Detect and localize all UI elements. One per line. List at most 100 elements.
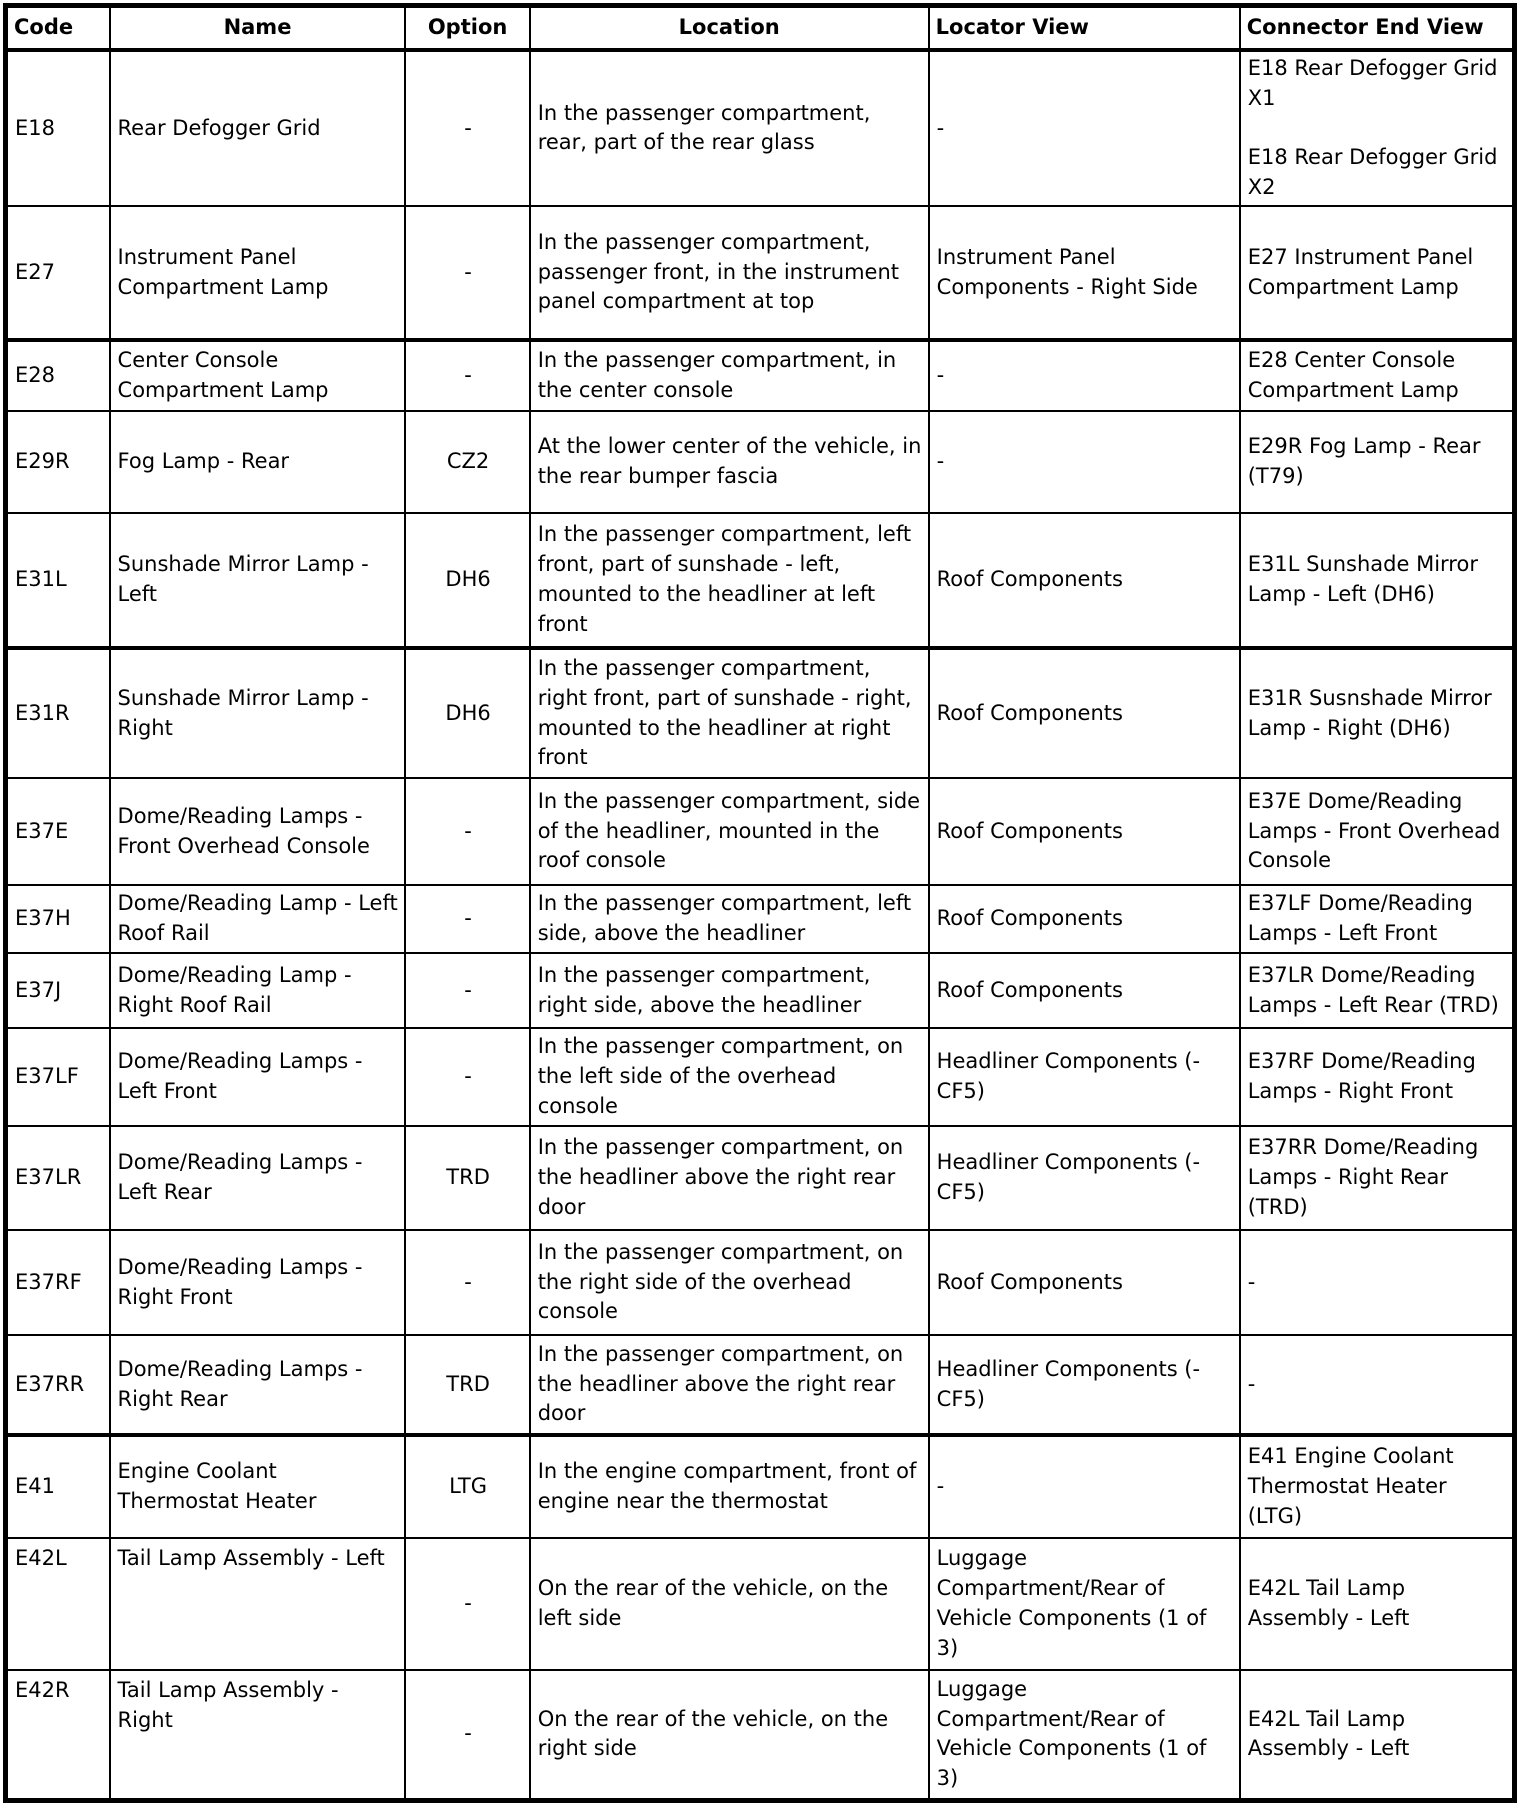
connector-end-view-cell: E41 Engine Coolant Thermostat Heater (LT… [1238, 1433, 1516, 1540]
option-cell: - [404, 1229, 531, 1337]
table-row: E31R Sunshade Mirror Lamp - Right DH6 In… [4, 646, 1516, 780]
name-cell: Tail Lamp Assembly - Left [108, 1537, 407, 1672]
location-cell: In the passenger compartment, side of th… [528, 777, 930, 887]
table-row: E29R Fog Lamp - Rear CZ2 At the lower ce… [4, 410, 1516, 515]
option-cell: TRD [404, 1125, 531, 1232]
column-header-locator-view: Locator View [927, 4, 1241, 52]
locator-view-cell: Headliner Components (-CF5) [927, 1027, 1241, 1128]
table-row: E37J Dome/Reading Lamp - Right Roof Rail… [4, 952, 1516, 1030]
code-cell: E42R [4, 1669, 111, 1802]
code-cell: E37RF [4, 1229, 111, 1337]
location-cell: In the passenger compartment, right fron… [528, 646, 930, 780]
option-cell: - [404, 1537, 531, 1672]
component-locator-table: Code Name Option Location Locator View C… [3, 3, 1517, 1803]
table-row: E37H Dome/Reading Lamp - Left Roof Rail … [4, 884, 1516, 955]
option-cell: TRD [404, 1334, 531, 1437]
location-cell: In the passenger compartment, in the cen… [528, 338, 930, 413]
locator-view-cell: Headliner Components (-CF5) [927, 1334, 1241, 1437]
name-cell: Tail Lamp Assembly - Right [108, 1669, 407, 1802]
connector-end-view-cell: E18 Rear Defogger Grid X1 E18 Rear Defog… [1238, 48, 1516, 208]
name-cell: Rear Defogger Grid [108, 48, 407, 208]
option-cell: LTG [404, 1433, 531, 1540]
option-cell: - [404, 338, 531, 413]
connector-end-view-cell: E31L Sunshade Mirror Lamp - Left (DH6) [1238, 512, 1516, 650]
location-cell: In the passenger compartment, passenger … [528, 205, 930, 342]
table-row: E37E Dome/Reading Lamps - Front Overhead… [4, 777, 1516, 887]
column-header-connector-end-view: Connector End View [1238, 4, 1516, 52]
name-cell: Dome/Reading Lamp - Left Roof Rail [108, 884, 407, 955]
option-cell: - [404, 1669, 531, 1802]
option-cell: - [404, 1027, 531, 1128]
option-cell: CZ2 [404, 410, 531, 515]
connector-end-view-cell: E42L Tail Lamp Assembly - Left [1238, 1537, 1516, 1672]
column-header-option: Option [404, 4, 531, 52]
option-cell: DH6 [404, 646, 531, 780]
table-row: E37RR Dome/Reading Lamps - Right Rear TR… [4, 1334, 1516, 1437]
name-cell: Dome/Reading Lamps - Left Rear [108, 1125, 407, 1232]
code-cell: E37LR [4, 1125, 111, 1232]
table-row: E37RF Dome/Reading Lamps - Right Front -… [4, 1229, 1516, 1337]
code-cell: E37LF [4, 1027, 111, 1128]
table-body: E18 Rear Defogger Grid - In the passenge… [4, 48, 1516, 1802]
column-header-location: Location [528, 4, 930, 52]
table-row: E37LR Dome/Reading Lamps - Left Rear TRD… [4, 1125, 1516, 1232]
locator-view-cell: Headliner Components (-CF5) [927, 1125, 1241, 1232]
header-row: Code Name Option Location Locator View C… [4, 4, 1516, 52]
location-cell: In the passenger compartment, rear, part… [528, 48, 930, 208]
connector-entry: E18 Rear Defogger Grid X1 [1247, 55, 1498, 110]
location-cell: In the passenger compartment, right side… [528, 952, 930, 1030]
table-row: E42L Tail Lamp Assembly - Left - On the … [4, 1537, 1516, 1672]
code-cell: E31R [4, 646, 111, 780]
code-cell: E29R [4, 410, 111, 515]
locator-view-cell: Roof Components [927, 1229, 1241, 1337]
connector-end-view-cell: E31R Susnshade Mirror Lamp - Right (DH6) [1238, 646, 1516, 780]
locator-view-cell: - [927, 1433, 1241, 1540]
locator-view-cell: Roof Components [927, 777, 1241, 887]
name-cell: Dome/Reading Lamps - Right Rear [108, 1334, 407, 1437]
option-cell: - [404, 952, 531, 1030]
locator-view-cell: Roof Components [927, 512, 1241, 650]
locator-view-cell: Luggage Compartment/Rear of Vehicle Comp… [927, 1669, 1241, 1802]
code-cell: E37J [4, 952, 111, 1030]
code-cell: E18 [4, 48, 111, 208]
code-cell: E41 [4, 1433, 111, 1540]
connector-end-view-cell: - [1238, 1334, 1516, 1437]
name-cell: Dome/Reading Lamps - Right Front [108, 1229, 407, 1337]
location-cell: On the rear of the vehicle, on the right… [528, 1669, 930, 1802]
name-cell: Dome/Reading Lamps - Left Front [108, 1027, 407, 1128]
table-row: E37LF Dome/Reading Lamps - Left Front - … [4, 1027, 1516, 1128]
code-cell: E42L [4, 1537, 111, 1672]
connector-end-view-cell: E28 Center Console Compartment Lamp [1238, 338, 1516, 413]
table-row: E18 Rear Defogger Grid - In the passenge… [4, 48, 1516, 208]
name-cell: Center Console Compartment Lamp [108, 338, 407, 413]
locator-view-cell: Instrument Panel Components - Right Side [927, 205, 1241, 342]
table-row: E41 Engine Coolant Thermostat Heater LTG… [4, 1433, 1516, 1540]
table-row: E27 Instrument Panel Compartment Lamp - … [4, 205, 1516, 342]
location-cell: In the passenger compartment, left front… [528, 512, 930, 650]
connector-entry: E18 Rear Defogger Grid X2 [1247, 145, 1498, 200]
option-cell: - [404, 884, 531, 955]
connector-end-view-cell: - [1238, 1229, 1516, 1337]
connector-end-view-cell: E37RF Dome/Reading Lamps - Right Front [1238, 1027, 1516, 1128]
code-cell: E28 [4, 338, 111, 413]
location-cell: In the passenger compartment, on the lef… [528, 1027, 930, 1128]
locator-view-cell: Roof Components [927, 952, 1241, 1030]
code-cell: E37H [4, 884, 111, 955]
code-cell: E27 [4, 205, 111, 342]
code-cell: E37RR [4, 1334, 111, 1437]
table-row: E42R Tail Lamp Assembly - Right - On the… [4, 1669, 1516, 1802]
name-cell: Sunshade Mirror Lamp - Left [108, 512, 407, 650]
name-cell: Dome/Reading Lamps - Front Overhead Cons… [108, 777, 407, 887]
option-cell: DH6 [404, 512, 531, 650]
name-cell: Engine Coolant Thermostat Heater [108, 1433, 407, 1540]
location-cell: On the rear of the vehicle, on the left … [528, 1537, 930, 1672]
locator-view-cell: Luggage Compartment/Rear of Vehicle Comp… [927, 1537, 1241, 1672]
name-cell: Fog Lamp - Rear [108, 410, 407, 515]
code-cell: E37E [4, 777, 111, 887]
option-cell: - [404, 48, 531, 208]
option-cell: - [404, 777, 531, 887]
name-cell: Instrument Panel Compartment Lamp [108, 205, 407, 342]
location-cell: In the passenger compartment, left side,… [528, 884, 930, 955]
locator-view-cell: Roof Components [927, 884, 1241, 955]
